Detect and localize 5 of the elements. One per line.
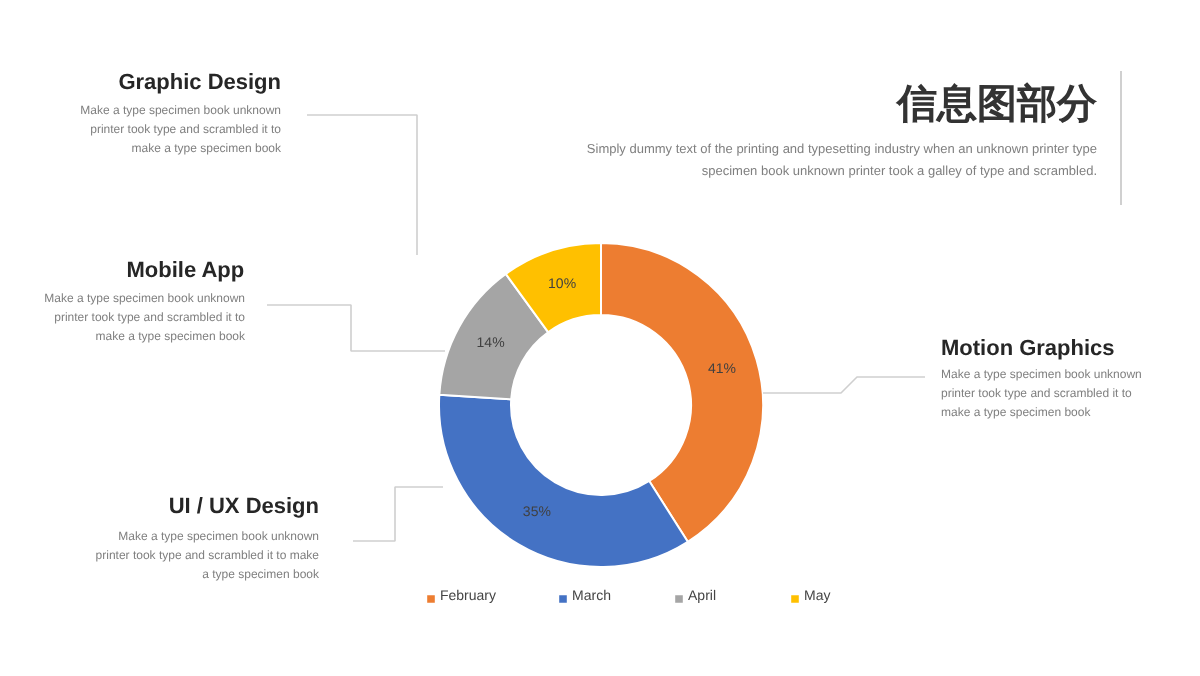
text: Motion Graphics [941, 337, 1115, 361]
text: Mobile App [126, 259, 245, 283]
text: 信息图部分 [895, 81, 1099, 127]
text: UI / UX Design [168, 495, 320, 519]
text: Graphic Design [118, 71, 282, 95]
